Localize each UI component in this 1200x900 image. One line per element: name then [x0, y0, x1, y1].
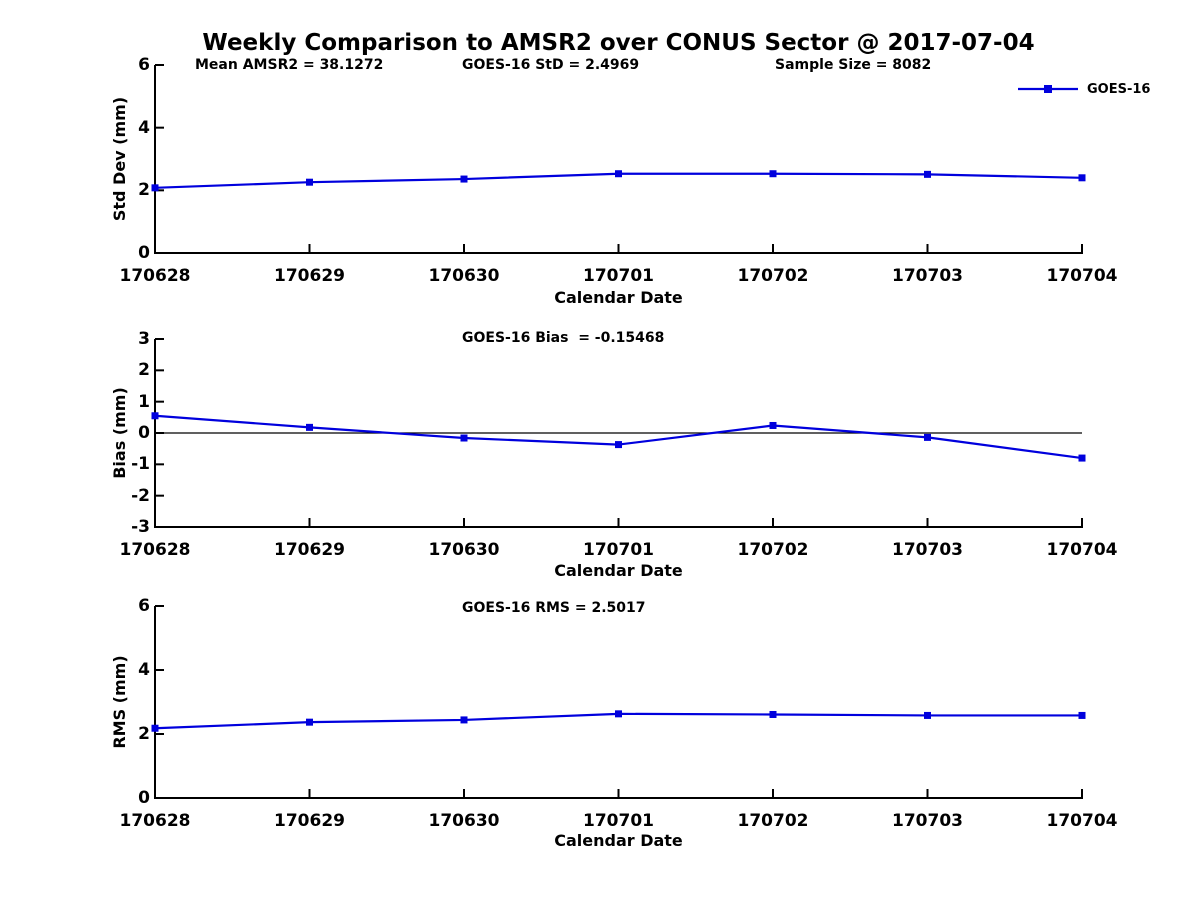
x-tick-label: 170704 [1046, 266, 1118, 286]
legend-series-label: GOES-16 [1087, 81, 1151, 97]
y-tick-label: 6 [138, 55, 150, 75]
data-point-marker [151, 184, 159, 192]
annotation-goes16-bias: GOES-16 Bias = -0.15468 [462, 330, 665, 346]
legend: GOES-16 [1017, 80, 1150, 98]
data-point-marker [924, 433, 931, 441]
figure-title: Weekly Comparison to AMSR2 over CONUS Se… [202, 30, 1035, 56]
data-point-marker [151, 412, 159, 420]
data-point-marker [769, 421, 777, 429]
y-tick-label: 3 [138, 329, 150, 349]
data-point-marker [615, 441, 622, 449]
data-point-marker [1078, 174, 1086, 182]
y-tick-label: 2 [138, 180, 150, 201]
data-point-marker [769, 710, 777, 718]
annotation-goes16-std: GOES-16 StD = 2.4969 [462, 57, 640, 73]
x-tick-label: 170701 [583, 540, 654, 560]
y-tick-label: 4 [138, 117, 150, 138]
y-tick-label: 4 [138, 660, 150, 680]
data-point-marker [151, 724, 159, 732]
x-tick-label: 170628 [119, 266, 191, 286]
annotation-sample-size: Sample Size = 8082 [775, 57, 932, 73]
x-tick-label: 170630 [428, 540, 500, 560]
x-tick-label: 170704 [1046, 811, 1118, 831]
x-tick-label: 170630 [428, 266, 500, 286]
data-point-marker [615, 710, 622, 718]
x-tick-label: 170702 [737, 811, 809, 831]
x-tick-label: 170703 [892, 811, 963, 831]
legend-line-sample-icon [1018, 85, 1078, 93]
x-tick-label: 170702 [737, 540, 809, 560]
y-tick-label: -2 [131, 485, 150, 506]
x-tick-label: 170703 [892, 266, 963, 286]
y-tick-label: 6 [138, 596, 150, 616]
x-axis-label-p2: Calendar Date [554, 561, 683, 580]
y-tick-label: 2 [138, 360, 150, 381]
x-tick-label: 170702 [737, 266, 809, 286]
x-tick-label: 170629 [274, 266, 345, 286]
data-point-marker [306, 423, 313, 431]
y-axis-label-std-dev: Std Dev (mm) [110, 96, 129, 222]
y-tick-label: 0 [138, 243, 150, 263]
y-tick-label: 1 [138, 391, 150, 412]
data-point-marker [769, 170, 777, 178]
data-point-marker [460, 175, 468, 183]
data-point-marker [924, 711, 931, 719]
x-tick-label: 170630 [428, 811, 500, 831]
y-tick-label: 2 [138, 724, 150, 744]
x-tick-label: 170629 [274, 811, 345, 831]
data-point-marker [1078, 454, 1086, 462]
data-point-marker [460, 434, 468, 442]
annotation-goes16-rms: GOES-16 RMS = 2.5017 [462, 600, 646, 616]
y-tick-label: 0 [138, 423, 150, 443]
y-tick-label: -1 [131, 454, 150, 475]
data-line-bias [154, 414, 1083, 460]
data-point-marker [306, 178, 313, 186]
x-tick-label: 170628 [119, 811, 191, 831]
x-axis-label-p3: Calendar Date [554, 831, 683, 850]
data-point-marker [1078, 711, 1086, 719]
y-axis-label-rms: RMS (mm) [110, 655, 129, 749]
x-tick-label: 170628 [119, 540, 191, 560]
x-tick-label: 170704 [1046, 540, 1118, 560]
y-tick-label: -3 [131, 517, 150, 537]
data-point-marker [460, 716, 468, 724]
x-tick-label: 170703 [892, 540, 963, 560]
data-point-marker [306, 718, 313, 726]
annotation-mean-amsr2: Mean AMSR2 = 38.1272 [195, 57, 384, 73]
data-point-marker [615, 170, 622, 178]
x-axis-label-p1: Calendar Date [554, 288, 683, 307]
y-tick-label: 0 [138, 788, 150, 808]
x-tick-label: 170701 [583, 811, 654, 831]
data-point-marker [924, 170, 931, 178]
x-tick-label: 170629 [274, 540, 345, 560]
x-tick-label: 170701 [583, 266, 654, 286]
